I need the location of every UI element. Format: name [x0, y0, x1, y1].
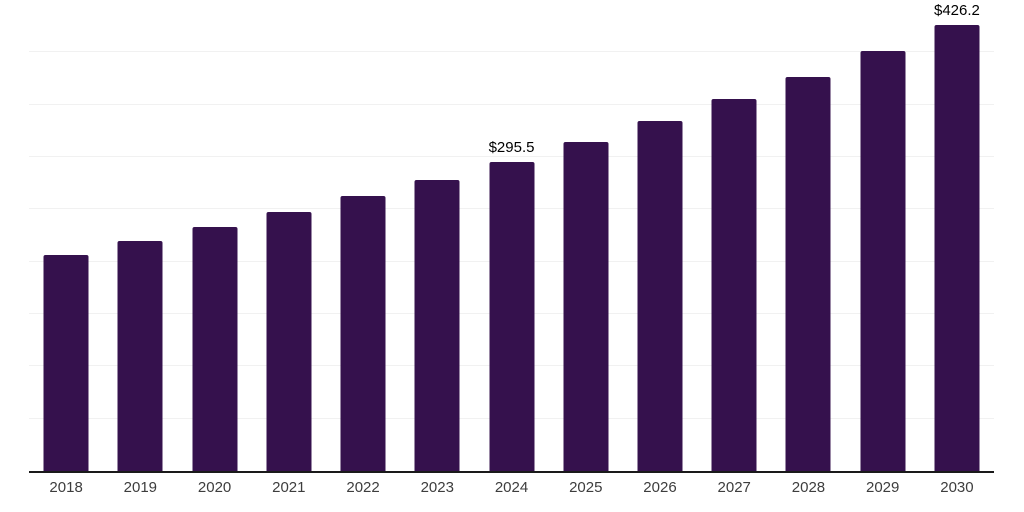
bar-slot-2026 — [623, 0, 697, 471]
bar-slot-2024: $295.5 — [474, 0, 548, 471]
bar-slot-2030: $426.2 — [920, 0, 994, 471]
x-tick-label-2020: 2020 — [197, 479, 232, 496]
bar-slot-2018 — [29, 0, 103, 471]
bar-slot-2027 — [697, 0, 771, 471]
x-axis-labels: 2018 2019 2020 2021 2022 2023 2024 2025 2026 2027… — [29, 479, 994, 496]
x-tick-label-2028: 2028 — [791, 479, 826, 496]
bar-value-label-2024: $295.5 — [488, 138, 535, 156]
bar-2029 — [860, 51, 906, 471]
bar-slot-2020 — [177, 0, 251, 471]
x-tick-label-2030: 2030 — [940, 479, 974, 496]
bar-slot-2025 — [549, 0, 623, 471]
bar-slot-2019 — [103, 0, 177, 471]
gridline-400 — [29, 51, 994, 53]
x-tick-label-2023: 2023 — [420, 479, 454, 496]
bar-2027 — [711, 98, 757, 471]
x-tick-label-2029: 2029 — [866, 479, 900, 496]
bars-container: $295.5 $426.2 — [29, 0, 994, 471]
x-tick-label-2026: 2026 — [643, 479, 677, 496]
bar-2021 — [266, 212, 312, 471]
x-tick-label-2022: 2022 — [346, 479, 380, 496]
bar-2018 — [43, 255, 89, 471]
x-tick-label-2021: 2021 — [272, 479, 306, 496]
x-tick-label-2025: 2025 — [569, 479, 603, 496]
x-tick-label-2019: 2019 — [123, 479, 158, 496]
gridline-300 — [29, 156, 994, 158]
bar-2024 — [489, 161, 535, 471]
bar-2023 — [414, 180, 460, 471]
bar-2022 — [340, 196, 386, 471]
x-tick-label-2024: 2024 — [494, 479, 529, 496]
x-tick-label-2018: 2018 — [49, 479, 83, 496]
gridline-350 — [29, 103, 994, 105]
bar-slot-2022 — [326, 0, 400, 471]
bar-slot-2021 — [252, 0, 326, 471]
bar-value-label-2030: $426.2 — [933, 1, 980, 19]
bar-2026 — [637, 121, 683, 471]
bar-2025 — [563, 142, 609, 471]
bar-2028 — [785, 76, 831, 471]
bar-slot-2029 — [846, 0, 920, 471]
bar-2019 — [117, 241, 163, 471]
plot-area: $295.5 $426.2 — [29, 0, 994, 473]
bar-slot-2028 — [771, 0, 845, 471]
bar-2030 — [934, 24, 980, 471]
bar-2020 — [192, 227, 238, 471]
bar-slot-2023 — [400, 0, 474, 471]
x-tick-label-2027: 2027 — [717, 479, 751, 496]
